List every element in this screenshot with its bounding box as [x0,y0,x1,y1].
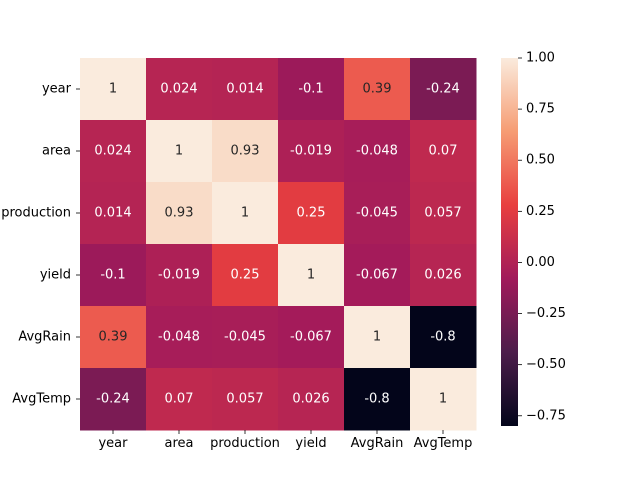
heatmap-cell-2-0 [80,182,147,245]
cell-annotation-0-1: 0.024 [160,82,197,97]
colorbar-tick-label: −0.25 [526,306,566,321]
heatmap-cells [80,58,477,431]
y-tick-label: area [42,144,71,159]
cell-annotation-5-1: 0.07 [165,392,194,407]
cell-annotation-1-5: 0.07 [429,144,458,159]
cell-annotation-4-3: -0.067 [290,330,332,345]
heatmap-cell-4-0 [80,306,147,369]
heatmap-cell-4-1 [146,306,213,369]
x-tick-label: yield [295,436,326,451]
cell-annotation-0-4: 0.39 [363,82,392,97]
x-tick-label: AvgRain [351,436,404,451]
cell-annotation-4-4: 1 [373,330,381,345]
y-axis: year area production yield AvgRain AvgTemp [1,82,80,407]
heatmap-cell-3-3 [278,244,345,307]
y-tick-label: year [42,82,72,97]
heatmap-cell-1-2 [212,120,279,183]
colorbar-tick-label: 0.75 [526,102,555,117]
heatmap-cell-4-3 [278,306,345,369]
heatmap-cell-5-5 [410,368,477,431]
cell-annotation-3-5: 0.026 [424,268,461,283]
cell-annotation-2-3: 0.25 [297,206,326,221]
cell-annotation-5-3: 0.026 [292,392,329,407]
cell-annotation-4-5: -0.8 [430,330,455,345]
heatmap-cell-1-5 [410,120,477,183]
cell-annotation-0-0: 1 [109,82,117,97]
cell-annotation-1-3: -0.019 [290,144,332,159]
colorbar-tick-label: 0.00 [526,255,555,270]
x-tick-label: year [98,436,128,451]
heatmap-cell-5-2 [212,368,279,431]
cell-annotation-2-5: 0.057 [424,206,461,221]
x-axis: year area production yield AvgRain AvgTemp [98,430,472,451]
cell-annotation-2-4: -0.045 [356,206,398,221]
cell-annotation-1-0: 0.024 [94,144,131,159]
y-tick-label: AvgRain [18,330,71,345]
heatmap-cell-1-3 [278,120,345,183]
heatmap-cell-0-3 [278,58,345,121]
heatmap-cell-4-5 [410,306,477,369]
cell-annotation-5-4: -0.8 [364,392,389,407]
cell-annotation-1-1: 1 [175,144,183,159]
x-tick-label: production [210,436,280,451]
heatmap-cell-5-0 [80,368,147,431]
cell-annotation-2-1: 0.93 [165,206,194,221]
heatmap-cell-1-1 [146,120,213,183]
cell-annotation-5-2: 0.057 [226,392,263,407]
heatmap-cell-2-5 [410,182,477,245]
colorbar-tick-label: 1.00 [526,51,555,66]
cell-annotation-3-0: -0.1 [100,268,125,283]
heatmap-cell-2-1 [146,182,213,245]
cell-annotation-3-4: -0.067 [356,268,398,283]
heatmap-cell-4-2 [212,306,279,369]
cell-annotation-0-5: -0.24 [426,82,460,97]
heatmap-cell-2-4 [344,182,411,245]
heatmap-cell-5-4 [344,368,411,431]
cell-annotation-3-2: 0.25 [231,268,260,283]
cell-annotation-3-1: -0.019 [158,268,200,283]
y-tick-label: yield [40,268,71,283]
heatmap-cell-1-0 [80,120,147,183]
heatmap-cell-2-3 [278,182,345,245]
heatmap-cell-1-4 [344,120,411,183]
colorbar-gradient [501,58,518,426]
cell-annotation-4-0: 0.39 [99,330,128,345]
cell-annotation-2-2: 1 [241,206,249,221]
colorbar-tick-label: −0.75 [526,408,566,423]
cell-annotation-0-3: -0.1 [298,82,323,97]
heatmap-cell-0-2 [212,58,279,121]
y-tick-label: AvgTemp [12,392,71,407]
heatmap-cell-0-5 [410,58,477,121]
cell-annotation-1-4: -0.048 [356,144,398,159]
heatmap-cell-3-0 [80,244,147,307]
x-tick-label: area [165,436,194,451]
heatmap-cell-3-1 [146,244,213,307]
y-tick-label: production [1,206,71,221]
colorbar-tick-label: 0.25 [526,204,555,219]
heatmap-cell-3-4 [344,244,411,307]
colorbar-tick-label: 0.50 [526,153,555,168]
heatmap-cell-4-4 [344,306,411,369]
cell-annotation-4-1: -0.048 [158,330,200,345]
cell-annotation-0-2: 0.014 [226,82,263,97]
heatmap-cell-2-2 [212,182,279,245]
heatmap-cell-0-1 [146,58,213,121]
heatmap-cell-0-0 [80,58,147,121]
heatmap-cell-5-3 [278,368,345,431]
cell-annotation-4-2: -0.045 [224,330,266,345]
heatmap-cell-3-2 [212,244,279,307]
colorbar: 1.00 0.75 0.50 0.25 0.00 −0.25 −0.50 −0.75 [501,51,566,426]
heatmap-cell-5-1 [146,368,213,431]
colorbar-tick-label: −0.50 [526,357,566,372]
cell-annotations: 1 0.024 0.014 -0.1 0.39 -0.24 0.024 1 0.93 -0.019… [94,82,461,407]
cell-annotation-5-0: -0.24 [96,392,130,407]
x-tick-label: AvgTemp [414,436,473,451]
cell-annotation-3-3: 1 [307,268,315,283]
heatmap-cell-0-4 [344,58,411,121]
cell-annotation-2-0: 0.014 [94,206,131,221]
heatmap-cell-3-5 [410,244,477,307]
cell-annotation-1-2: 0.93 [231,144,260,159]
cell-annotation-5-5: 1 [439,392,447,407]
